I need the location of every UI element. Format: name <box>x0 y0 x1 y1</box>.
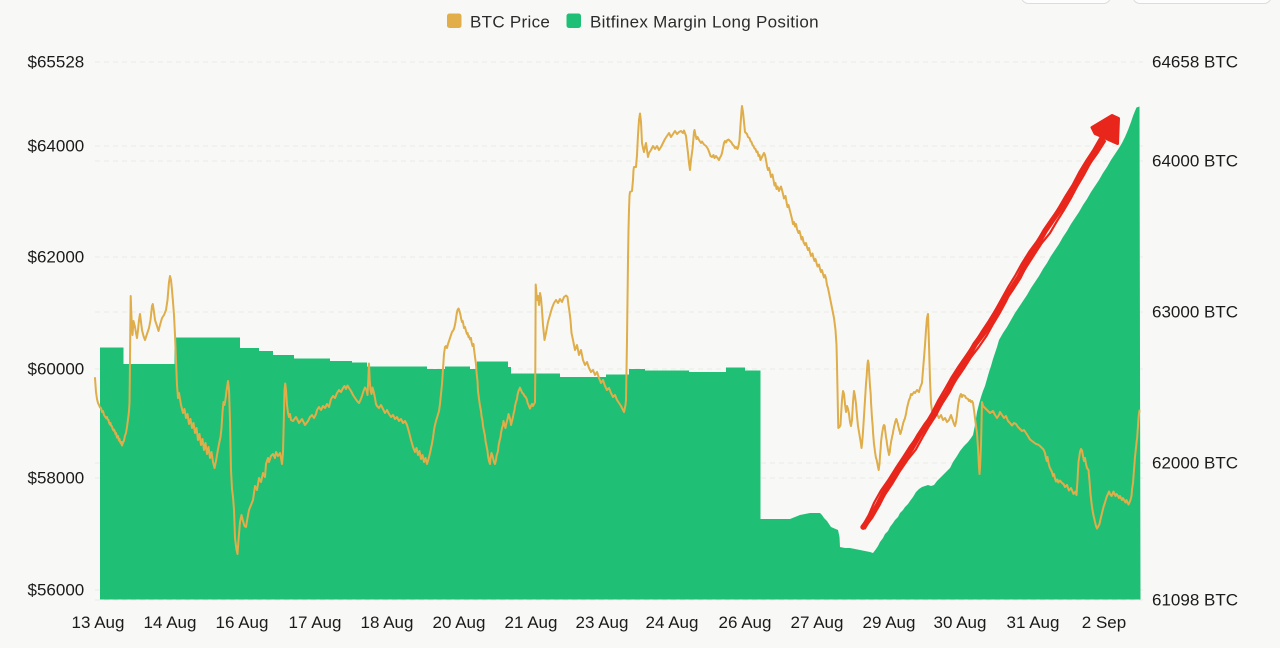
svg-text:64658 BTC: 64658 BTC <box>1152 53 1238 72</box>
svg-text:64000 BTC: 64000 BTC <box>1152 152 1238 171</box>
svg-text:30 Aug: 30 Aug <box>934 613 987 632</box>
svg-text:$65528: $65528 <box>28 53 85 72</box>
svg-text:$62000: $62000 <box>28 248 85 267</box>
svg-text:24 Aug: 24 Aug <box>646 613 699 632</box>
svg-text:21 Aug: 21 Aug <box>505 613 558 632</box>
svg-text:$64000: $64000 <box>28 137 85 156</box>
svg-text:13 Aug: 13 Aug <box>72 613 125 632</box>
svg-text:26 Aug: 26 Aug <box>719 613 772 632</box>
svg-text:23 Aug: 23 Aug <box>576 613 629 632</box>
svg-text:17 Aug: 17 Aug <box>289 613 342 632</box>
svg-text:20 Aug: 20 Aug <box>433 613 486 632</box>
svg-text:31 Aug: 31 Aug <box>1007 613 1060 632</box>
svg-text:62000 BTC: 62000 BTC <box>1152 454 1238 473</box>
svg-text:29 Aug: 29 Aug <box>863 613 916 632</box>
svg-text:$56000: $56000 <box>28 581 85 600</box>
svg-text:BTC Price: BTC Price <box>470 13 550 32</box>
svg-text:61098 BTC: 61098 BTC <box>1152 591 1238 610</box>
svg-text:14 Aug: 14 Aug <box>144 613 197 632</box>
svg-text:$58000: $58000 <box>28 469 85 488</box>
svg-text:16 Aug: 16 Aug <box>216 613 269 632</box>
svg-text:63000 BTC: 63000 BTC <box>1152 303 1238 322</box>
svg-text:18 Aug: 18 Aug <box>361 613 414 632</box>
svg-text:$60000: $60000 <box>28 360 85 379</box>
svg-text:Bitfinex Margin Long Position: Bitfinex Margin Long Position <box>590 13 819 32</box>
svg-text:27 Aug: 27 Aug <box>791 613 844 632</box>
svg-text:2 Sep: 2 Sep <box>1082 613 1126 632</box>
